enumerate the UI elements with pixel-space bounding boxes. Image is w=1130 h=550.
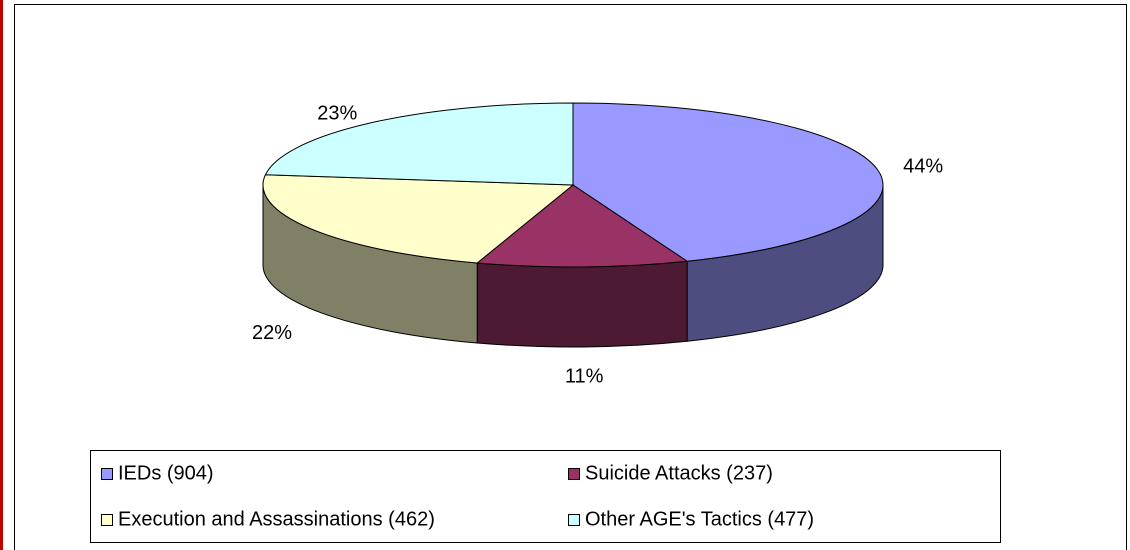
data-label: 23% — [317, 103, 357, 125]
legend-label: IEDs (904) — [118, 462, 214, 484]
slice — [262, 174, 575, 264]
legend-box — [90, 450, 1001, 543]
legend-swatch — [101, 468, 113, 480]
slice — [475, 184, 689, 268]
slice — [572, 102, 884, 262]
legend-label: Suicide Attacks (237) — [585, 462, 773, 484]
legend-swatch — [568, 514, 580, 526]
slice-side — [476, 260, 688, 348]
slice — [264, 102, 574, 186]
legend-label: Other AGE's Tactics (477) — [585, 508, 814, 530]
side-bar — [0, 0, 3, 550]
legend-swatch — [568, 468, 580, 480]
data-label: 11% — [565, 366, 604, 388]
legend-label: Execution and Assassinations (462) — [118, 508, 435, 530]
data-label: 44% — [903, 156, 943, 178]
legend-swatch — [101, 514, 113, 526]
data-label: 22% — [252, 322, 292, 344]
